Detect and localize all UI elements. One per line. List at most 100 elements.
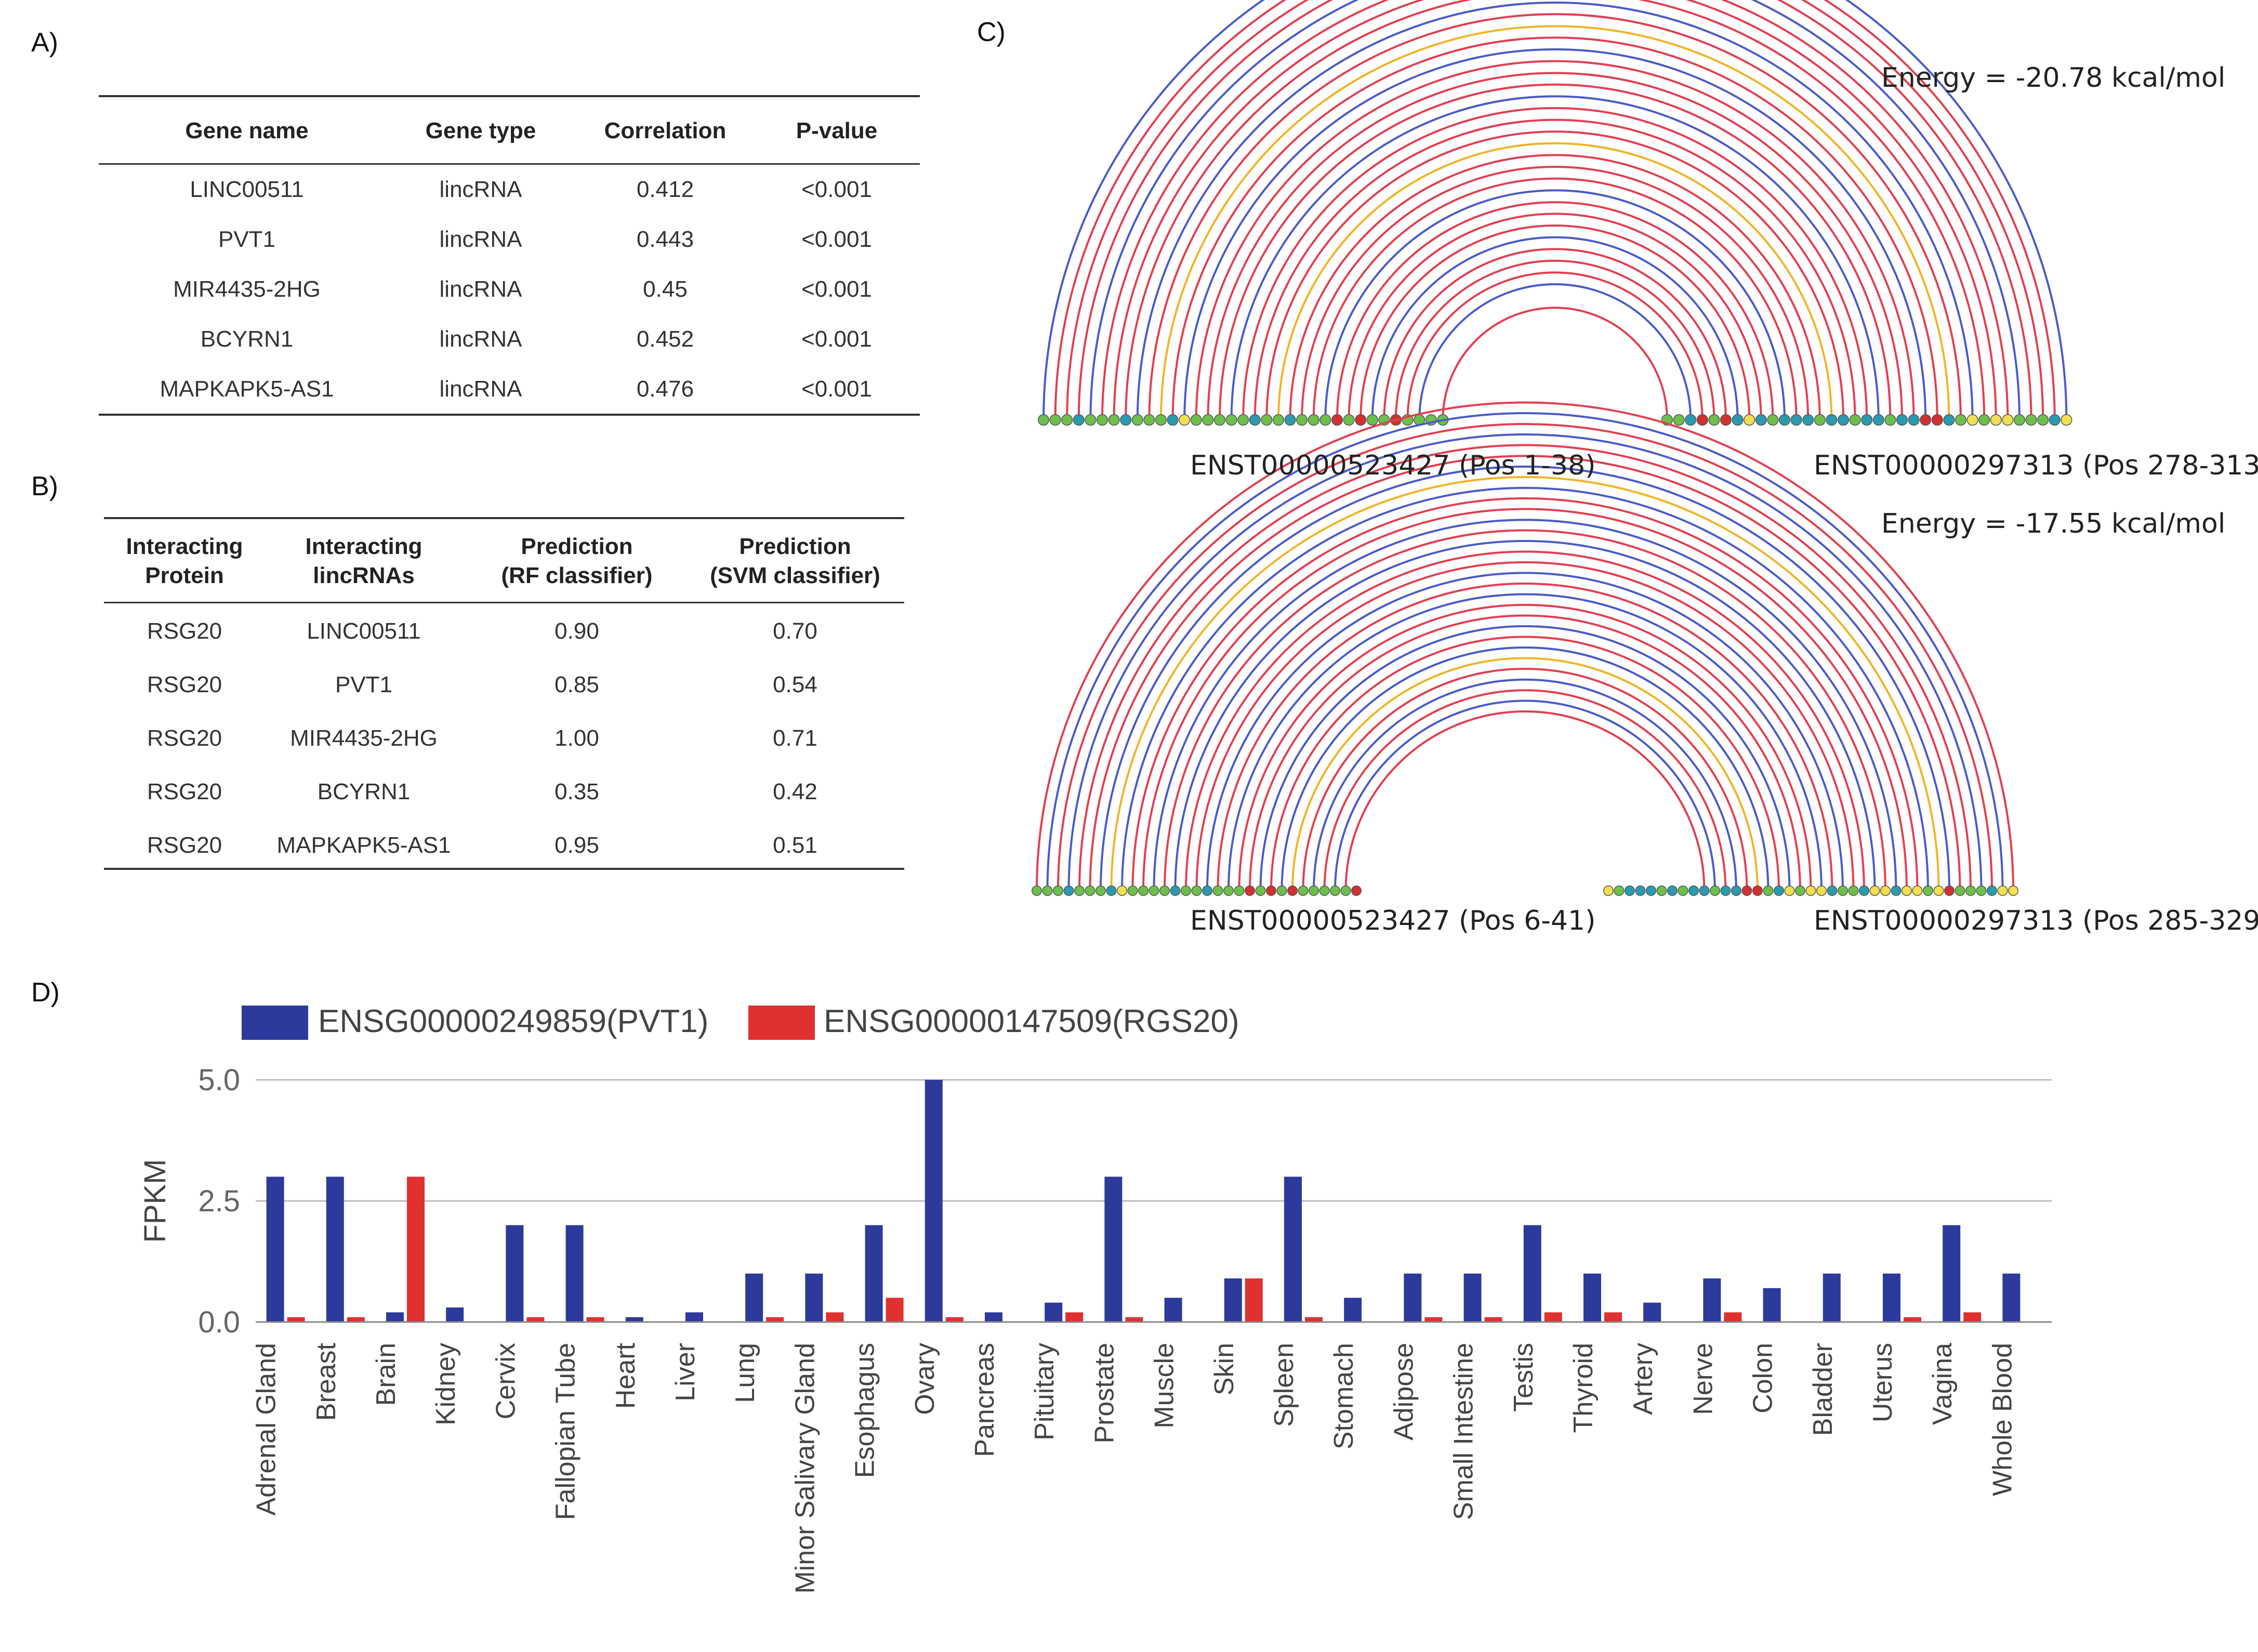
nucleotide	[1032, 886, 1042, 896]
bar-rgs20	[1963, 1312, 1982, 1322]
nucleotide	[1053, 886, 1063, 896]
x-tick-label: Small Intestine	[1449, 1343, 1479, 1520]
bar-pvt1	[1344, 1298, 1362, 1322]
nucleotide	[1061, 414, 1073, 426]
table-b-cell: 0.95	[554, 832, 599, 858]
nucleotide	[1108, 414, 1120, 426]
base-pair-arc	[1348, 213, 1762, 420]
bar-pvt1	[1463, 1273, 1482, 1322]
bar-rgs20	[347, 1317, 365, 1322]
x-tick-label: Lung	[730, 1343, 760, 1403]
nucleotide	[1106, 886, 1117, 896]
base-pair-arc	[1078, 444, 1972, 891]
table-b-cell: RSG20	[147, 832, 222, 858]
nucleotide	[1943, 414, 1955, 426]
nucleotide	[1181, 886, 1191, 896]
legend-label-rgs20: ENSG00000147509(RGS20)	[824, 1003, 1239, 1039]
nucleotide	[1849, 414, 1861, 426]
table-b-cell: RSG20	[147, 672, 222, 697]
nucleotide	[1276, 886, 1287, 896]
table-b-cell: RSG20	[147, 779, 222, 804]
bar-pvt1	[446, 1307, 464, 1322]
bar-pvt1	[386, 1312, 404, 1322]
nucleotide	[1170, 886, 1181, 896]
x-tick-label: Stomach	[1329, 1343, 1359, 1449]
nucleotide	[1073, 414, 1085, 426]
y-tick-label: 5.0	[198, 1063, 240, 1097]
nucleotide	[1699, 886, 1710, 896]
x-tick-label: Artery	[1628, 1343, 1658, 1415]
nucleotide	[1127, 886, 1138, 896]
bar-rgs20	[1544, 1312, 1562, 1322]
nucleotide	[1603, 886, 1614, 896]
nucleotide	[1966, 414, 1978, 426]
bar-rgs20	[1604, 1312, 1622, 1322]
x-tick-label: Testis	[1509, 1343, 1539, 1412]
table-b-cell: 0.35	[554, 779, 599, 804]
nucleotide	[1298, 886, 1309, 896]
table-b-cell: 0.70	[773, 618, 817, 644]
base-pair-arc	[1395, 259, 1715, 420]
x-tick-label: Cervix	[491, 1343, 521, 1419]
base-pair-arc	[1185, 550, 1865, 891]
table-b-header: Interacting Protein	[104, 532, 265, 590]
table-b-cell: 0.71	[773, 725, 817, 751]
bar-rgs20	[1065, 1312, 1084, 1322]
table-b-cell: 0.85	[554, 672, 599, 697]
table-b-header: Prediction (RF classifier)	[468, 532, 686, 590]
table-a-cell: 0.412	[636, 177, 694, 202]
nucleotide	[1155, 414, 1167, 426]
base-pair-arc	[1125, 0, 1986, 420]
bar-pvt1	[1823, 1273, 1841, 1322]
base-pair-arc	[1442, 307, 1668, 420]
bar-pvt1	[625, 1317, 643, 1322]
x-tick-label: Pituitary	[1029, 1343, 1060, 1440]
bar-rgs20	[1245, 1278, 1263, 1322]
table-b-header-rule	[104, 602, 904, 603]
table-a-cell: lincRNA	[439, 276, 522, 302]
table-b-header-line2: Protein	[145, 563, 224, 588]
base-pair-arc	[1219, 83, 1892, 420]
nucleotide	[1884, 414, 1896, 426]
base-pair-arc	[1371, 236, 1739, 420]
base-pair-arc	[1253, 118, 1856, 420]
base-pair-arc	[1195, 60, 1915, 420]
nucleotide	[1148, 886, 1159, 896]
base-pair-arc	[1046, 412, 2004, 891]
table-a-cell: LINC00511	[190, 177, 304, 202]
base-pair-arc	[1042, 0, 2068, 420]
base-pair-arc	[1113, 0, 1997, 420]
bar-pvt1	[1763, 1288, 1781, 1322]
bar-rgs20	[586, 1317, 604, 1322]
base-pair-arc	[1057, 422, 1993, 891]
base-pair-arc	[1136, 1, 1974, 420]
nucleotide	[1790, 414, 1802, 426]
nucleotide	[1920, 414, 1932, 426]
nucleotide	[1255, 886, 1266, 896]
base-pair-arc	[1383, 248, 1727, 420]
x-tick-label: Whole Blood	[1987, 1343, 2017, 1496]
transcript-label-top-left: ENST00000523427 (Pos 1-38)	[1190, 450, 1596, 481]
table-b-cell: MAPKAPK5-AS1	[276, 832, 451, 858]
nucleotide	[1202, 886, 1212, 896]
nucleotide	[1138, 886, 1148, 896]
x-tick-label: Spleen	[1269, 1343, 1299, 1427]
y-axis-label: FPKM	[138, 1159, 172, 1243]
nucleotide	[1343, 414, 1355, 426]
base-pair-arc	[1164, 529, 1886, 891]
nucleotide	[1688, 886, 1699, 896]
table-a-cell: 0.452	[636, 326, 694, 352]
nucleotide	[1646, 886, 1656, 896]
nucleotide	[1732, 414, 1744, 426]
bar-rgs20	[1125, 1317, 1143, 1322]
nucleotide	[1366, 414, 1378, 426]
nucleotide	[1976, 886, 1987, 896]
nucleotide	[1778, 414, 1791, 426]
base-pair-arc	[1183, 48, 1927, 420]
table-b-cell: 0.90	[554, 618, 599, 644]
base-pair-arc	[1100, 465, 1950, 891]
base-pair-arc	[1160, 24, 1950, 420]
base-pair-arc	[1242, 107, 1868, 420]
table-b-cell: BCYRN1	[317, 779, 411, 804]
nucleotide	[1755, 414, 1767, 426]
